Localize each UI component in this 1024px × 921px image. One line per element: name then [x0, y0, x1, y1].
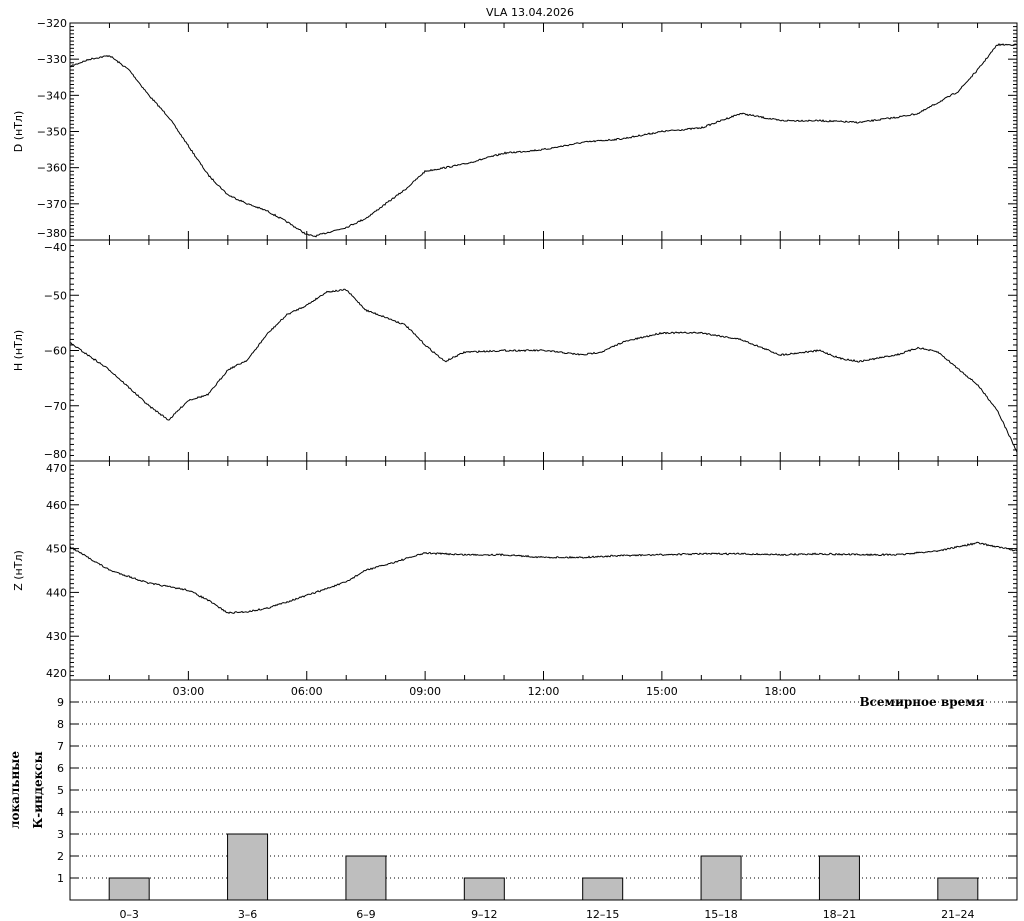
y-tick-label: −340: [37, 89, 67, 102]
y-tick-label: −370: [37, 198, 67, 211]
x-axis-label: Всемирное время: [859, 695, 984, 709]
category-label: 21–24: [941, 908, 975, 921]
category-label: 3–6: [238, 908, 258, 921]
y-tick-label: 4: [57, 806, 64, 819]
y-tick-label: 2: [57, 850, 64, 863]
y-tick-label: −70: [44, 400, 67, 413]
d-series-line: [69, 42, 1018, 238]
y-tick-label: 8: [57, 718, 64, 731]
k-index-bar: [463, 877, 505, 901]
y-axis-label: D (нТл): [12, 111, 25, 153]
chart-title: VLA 13.04.2026: [486, 6, 574, 19]
y-tick-label: 7: [57, 740, 64, 753]
y-tick-label: −380: [37, 227, 67, 240]
y-axis-label: локальные: [8, 751, 22, 829]
k-index-bar: [227, 833, 269, 901]
y-axis-label: H (нТл): [12, 330, 25, 371]
k-index-bar: [818, 855, 860, 901]
k-index-bar: [937, 877, 979, 901]
y-tick-label: −350: [37, 126, 67, 139]
time-tick-label: 18:00: [764, 685, 796, 698]
y-tick-label: −330: [37, 53, 67, 66]
y-tick-label: −320: [37, 17, 67, 30]
y-tick-label: 5: [57, 784, 64, 797]
y-tick-label: −80: [44, 448, 67, 461]
y-axis-label: Z (нТл): [12, 550, 25, 591]
category-label: 9–12: [471, 908, 498, 921]
panel-frame: [69, 460, 1018, 681]
y-tick-label: 450: [46, 543, 67, 556]
y-tick-label: 430: [46, 630, 67, 643]
y-tick-label: −60: [44, 345, 67, 358]
time-tick-label: 15:00: [646, 685, 678, 698]
y-tick-label: 3: [57, 828, 64, 841]
category-label: 0–3: [119, 908, 139, 921]
category-label: 15–18: [704, 908, 738, 921]
k-index-bar: [108, 877, 150, 901]
panel-frame: [69, 22, 1018, 241]
category-label: 6–9: [356, 908, 376, 921]
y-tick-label: 6: [57, 762, 64, 775]
y-tick-label: 420: [46, 667, 67, 680]
k-index-bar: [582, 877, 624, 901]
category-label: 18–21: [823, 908, 857, 921]
time-tick-label: 09:00: [409, 685, 441, 698]
time-tick-label: 06:00: [291, 685, 323, 698]
h-series-line: [69, 288, 1018, 453]
time-tick-label: 12:00: [528, 685, 560, 698]
k-index-bar: [700, 855, 742, 901]
k-index-bar: [345, 855, 387, 901]
y-tick-label: 440: [46, 586, 67, 599]
y-tick-label: 460: [46, 499, 67, 512]
y-tick-label: −40: [44, 241, 67, 254]
y-tick-label: 1: [57, 872, 64, 885]
y-tick-label: 9: [57, 696, 64, 709]
z-series-line: [69, 541, 1018, 614]
category-label: 12–15: [586, 908, 620, 921]
y-tick-label: 470: [46, 462, 67, 475]
y-tick-label: −360: [37, 162, 67, 175]
time-tick-label: 03:00: [173, 685, 205, 698]
y-axis-label: К-индексы: [31, 751, 45, 828]
y-tick-label: −50: [44, 289, 67, 302]
